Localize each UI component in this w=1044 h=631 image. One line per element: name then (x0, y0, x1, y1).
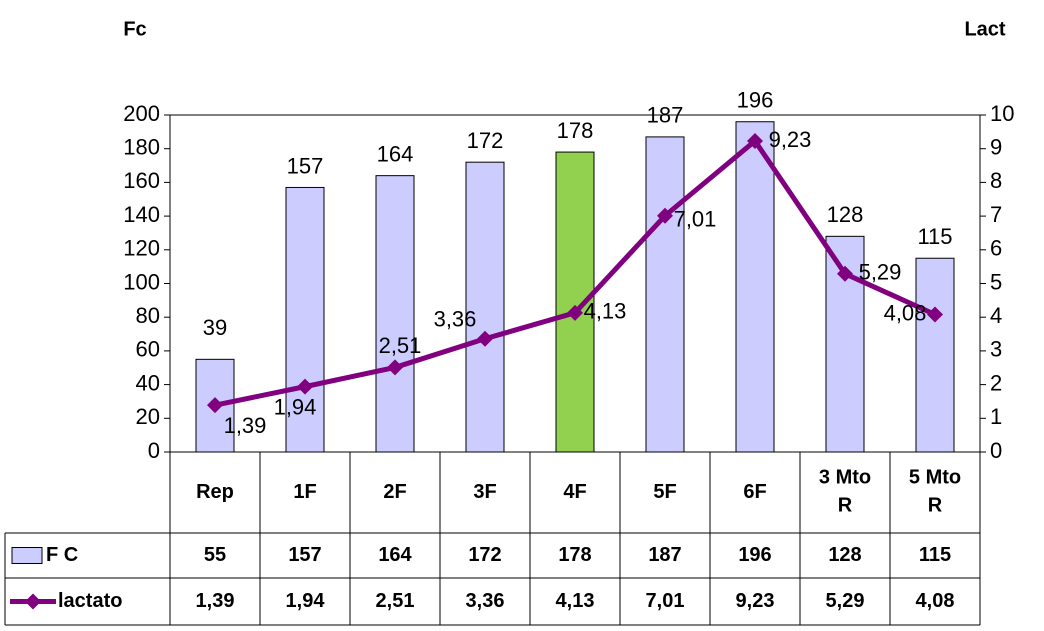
category-label: 3 Mto R (819, 467, 871, 517)
table-cell: 2,51 (376, 590, 415, 612)
category-label: 5F (653, 481, 676, 503)
legend-key (11, 547, 43, 564)
table-cell: 178 (558, 544, 591, 566)
line-value-label: 9,23 (769, 127, 812, 152)
bar (375, 175, 415, 453)
y2-tick-label: 3 (990, 337, 1002, 362)
y2-tick-label: 10 (990, 101, 1014, 126)
y-tick-label: 60 (136, 337, 160, 362)
table-cell: 128 (828, 544, 861, 566)
legend-label: lactato (58, 590, 122, 612)
marker (207, 397, 223, 414)
line-value-label: 5,29 (859, 260, 902, 285)
y2-tick-label: 5 (990, 269, 1002, 294)
table-cell: 4,08 (916, 590, 955, 612)
y2-tick-label: 8 (990, 168, 1002, 193)
bar (645, 136, 685, 453)
category-label: 2F (383, 481, 406, 503)
y2-tick-label: 4 (990, 303, 1002, 328)
category-label: 3F (473, 481, 496, 503)
y2-tick-label: 6 (990, 236, 1002, 261)
table-cell: 1,94 (286, 590, 326, 612)
marker (477, 330, 493, 347)
line-value-label: 2,51 (379, 333, 422, 358)
category-label: 5 Mto R (909, 467, 961, 517)
marker (747, 132, 763, 149)
line-value-label: 4,13 (584, 299, 627, 324)
y2-tick-label: 0 (990, 438, 1002, 463)
y-tick-label: 180 (123, 135, 160, 160)
bar (915, 257, 955, 453)
bar-value-label: 128 (827, 202, 864, 227)
y-tick-label: 20 (136, 404, 160, 429)
marker (387, 359, 403, 376)
marker (657, 207, 673, 224)
table-cell: 9,23 (736, 590, 775, 612)
line-value-label: 7,01 (674, 207, 717, 232)
table-cell: 196 (738, 544, 771, 566)
y2-axis-title: Lact (964, 18, 1005, 40)
bar-value-label: 187 (647, 103, 684, 128)
annotation: 39 (203, 315, 227, 340)
bar-value-label: 172 (467, 128, 504, 153)
table-cell: 157 (288, 544, 321, 566)
table-cell: 7,01 (646, 590, 685, 612)
table-cell: 187 (648, 544, 681, 566)
marker (297, 378, 313, 395)
bar-value-label: 115 (917, 224, 952, 249)
y-tick-label: 200 (123, 101, 160, 126)
y-tick-label: 80 (136, 303, 160, 328)
y-tick-label: 120 (123, 236, 160, 261)
bar (735, 121, 775, 453)
table-cell: 4,13 (556, 590, 595, 612)
bar-value-label: 164 (377, 141, 414, 166)
y-axis-title: Fc (123, 18, 146, 40)
legend-label: F C (46, 544, 78, 566)
marker (927, 306, 943, 323)
marker (837, 265, 853, 282)
bar-value-label: 178 (557, 118, 594, 143)
table-cell: 3,36 (466, 590, 505, 612)
category-label: Rep (196, 481, 234, 503)
table-cell: 55 (204, 544, 226, 566)
table-cell: 115 (919, 544, 951, 566)
y2-tick-label: 7 (990, 202, 1002, 227)
bar-value-label: 196 (737, 88, 774, 113)
y-tick-label: 100 (123, 269, 160, 294)
y2-tick-label: 1 (990, 404, 1002, 429)
category-label: 4F (563, 481, 586, 503)
y2-tick-label: 2 (990, 370, 1002, 395)
marker (567, 304, 583, 321)
bar-value-label: 157 (287, 153, 324, 178)
legend-key (25, 593, 41, 610)
category-label: 1F (293, 481, 316, 503)
y-tick-label: 40 (136, 370, 160, 395)
table-cell: 1,39 (196, 590, 235, 612)
category-label: 6F (743, 481, 766, 503)
table-cell: 164 (378, 544, 412, 566)
y-tick-label: 160 (123, 168, 160, 193)
line-value-label: 3,36 (434, 307, 477, 332)
y2-tick-label: 9 (990, 135, 1002, 160)
y-tick-label: 0 (148, 438, 160, 463)
table-cell: 172 (468, 544, 501, 566)
y-tick-label: 140 (123, 202, 160, 227)
line-value-label: 4,08 (884, 300, 927, 325)
line-value-label: 1,39 (224, 413, 267, 438)
bar (465, 161, 505, 453)
table-cell: 5,29 (826, 590, 865, 612)
line-value-label: 1,94 (274, 394, 317, 419)
